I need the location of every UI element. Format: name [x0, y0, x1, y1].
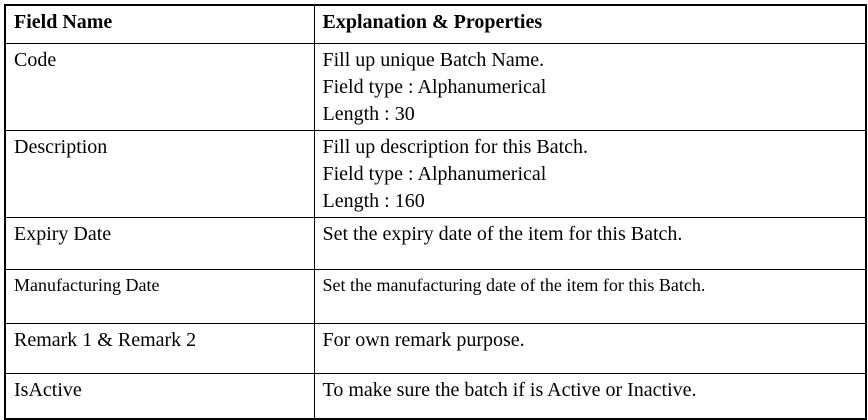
field-name-cell: Description [4, 129, 315, 218]
explanation-line: Field type : Alphanumerical [322, 75, 547, 98]
table-row: Code Fill up unique Batch Name. Field ty… [4, 42, 867, 131]
field-definition-table: Field Name Explanation & Properties Code… [4, 4, 867, 420]
explanation-cell: To make sure the batch if is Active or I… [313, 372, 867, 420]
explanation-line: To make sure the batch if is Active or I… [322, 378, 697, 401]
table-header-row: Field Name Explanation & Properties [4, 4, 867, 44]
column-header-explanation: Explanation & Properties [313, 4, 867, 44]
explanation-line: Set the manufacturing date of the item f… [322, 274, 706, 295]
table-row: IsActive To make sure the batch if is Ac… [4, 372, 867, 420]
explanation-cell: Fill up description for this Batch. Fiel… [313, 129, 867, 218]
field-name-cell: Expiry Date [4, 216, 315, 270]
explanation-cell: Set the expiry date of the item for this… [313, 216, 867, 270]
explanation-cell: For own remark purpose. [313, 322, 867, 374]
field-name-cell: IsActive [4, 372, 315, 420]
explanation-cell: Fill up unique Batch Name. Field type : … [313, 42, 867, 131]
explanation-line: Fill up unique Batch Name. [322, 48, 545, 71]
explanation-line: For own remark purpose. [322, 328, 525, 351]
table-row: Manufacturing Date Set the manufacturing… [4, 268, 867, 324]
table-row: Remark 1 & Remark 2 For own remark purpo… [4, 322, 867, 374]
explanation-line: Set the expiry date of the item for this… [322, 222, 683, 245]
explanation-line: Fill up description for this Batch. [322, 135, 589, 158]
explanation-line: Field type : Alphanumerical [322, 162, 547, 185]
column-header-field-name: Field Name [4, 4, 315, 44]
explanation-line: Length : 160 [322, 189, 425, 212]
field-name-cell: Remark 1 & Remark 2 [4, 322, 315, 374]
table-row: Description Fill up description for this… [4, 129, 867, 218]
field-name-cell: Code [4, 42, 315, 131]
table-row: Expiry Date Set the expiry date of the i… [4, 216, 867, 270]
field-name-cell: Manufacturing Date [4, 268, 315, 324]
explanation-line: Length : 30 [322, 102, 415, 125]
explanation-cell: Set the manufacturing date of the item f… [313, 268, 867, 324]
